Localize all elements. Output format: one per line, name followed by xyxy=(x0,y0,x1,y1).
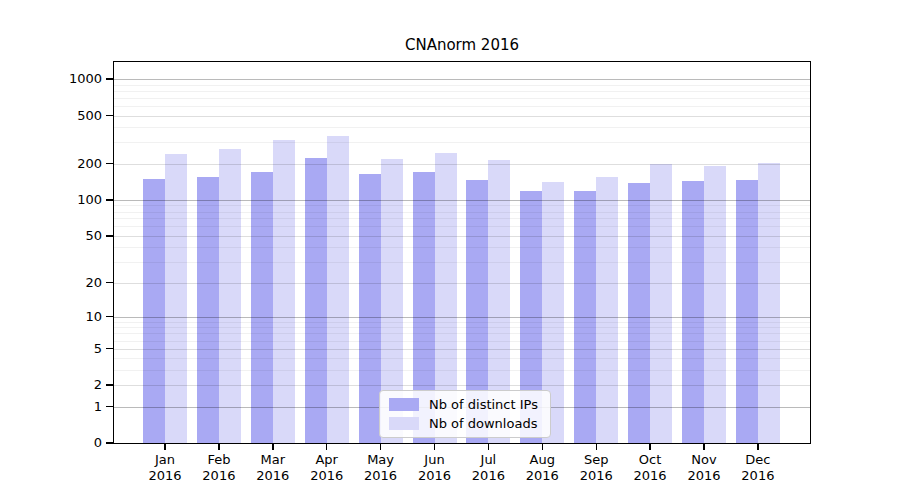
bar-feb-distinct-ips xyxy=(197,177,219,443)
bar-nov-downloads xyxy=(704,166,726,443)
y-tick-label-500: 500 xyxy=(77,108,102,124)
legend: Nb of distinct IPs Nb of downloads xyxy=(379,390,551,438)
y-tick-mark-2 xyxy=(106,384,113,386)
gridline-9 xyxy=(114,322,810,323)
x-tick-mark-apr xyxy=(326,444,328,450)
gridline-900 xyxy=(114,85,810,86)
gridline-50 xyxy=(114,236,810,237)
y-axis-labels: 0 1 2 5 10 20 50 100 200 500 1000 xyxy=(0,0,102,500)
gridline-6 xyxy=(114,341,810,342)
x-tick-mark-aug xyxy=(542,444,544,450)
y-tick-mark-50 xyxy=(106,235,113,237)
x-tick-mark-mar xyxy=(272,444,274,450)
legend-label-downloads: Nb of downloads xyxy=(429,416,537,431)
bar-nov-distinct-ips xyxy=(682,181,704,443)
gridline-3 xyxy=(114,370,810,371)
y-tick-label-2: 2 xyxy=(94,377,102,393)
x-tick-mark-jan xyxy=(164,444,166,450)
gridline-30 xyxy=(114,262,810,263)
gridline-20 xyxy=(114,283,810,284)
gridline-70 xyxy=(114,218,810,219)
gridline-2 xyxy=(114,385,810,386)
y-tick-label-5: 5 xyxy=(94,341,102,357)
gridline-60 xyxy=(114,226,810,227)
bar-jan-downloads xyxy=(165,154,187,443)
legend-row-distinct-ips: Nb of distinct IPs xyxy=(389,397,538,412)
y-tick-label-0: 0 xyxy=(94,435,102,451)
x-tick-mark-jul xyxy=(488,444,490,450)
gridline-300 xyxy=(114,142,810,143)
bar-apr-downloads xyxy=(327,136,349,443)
x-tick-mark-dec xyxy=(757,444,759,450)
x-tick-mark-may xyxy=(380,444,382,450)
legend-swatch-distinct-ips xyxy=(389,398,419,411)
bar-apr-distinct-ips xyxy=(305,158,327,443)
y-tick-mark-100 xyxy=(106,199,113,201)
y-tick-mark-20 xyxy=(106,282,113,284)
y-tick-mark-500 xyxy=(106,115,113,117)
gridline-10 xyxy=(114,317,810,318)
y-tick-mark-0 xyxy=(106,442,113,444)
y-tick-mark-1 xyxy=(106,406,113,408)
gridline-100 xyxy=(114,200,810,201)
plot-area xyxy=(113,61,811,444)
chart-title: CNAnorm 2016 xyxy=(113,36,811,54)
gridline-1000 xyxy=(114,79,810,80)
gridline-80 xyxy=(114,212,810,213)
bar-mar-downloads xyxy=(273,140,295,443)
x-tick-mark-sep xyxy=(596,444,598,450)
y-tick-mark-10 xyxy=(106,316,113,318)
gridline-8 xyxy=(114,327,810,328)
bar-oct-distinct-ips xyxy=(628,183,650,443)
bar-may-distinct-ips xyxy=(359,174,381,443)
gridline-40 xyxy=(114,247,810,248)
y-tick-label-1: 1 xyxy=(94,399,102,415)
x-tick-mark-oct xyxy=(649,444,651,450)
y-tick-mark-1000 xyxy=(106,78,113,80)
y-tick-label-200: 200 xyxy=(77,156,102,172)
y-tick-label-20: 20 xyxy=(85,275,102,291)
y-tick-label-1000: 1000 xyxy=(69,71,102,87)
gridline-4 xyxy=(114,358,810,359)
gridline-200 xyxy=(114,164,810,165)
gridline-90 xyxy=(114,205,810,206)
gridline-7 xyxy=(114,333,810,334)
x-tick-mark-feb xyxy=(218,444,220,450)
x-tick-mark-nov xyxy=(703,444,705,450)
y-tick-mark-200 xyxy=(106,163,113,165)
legend-row-downloads: Nb of downloads xyxy=(389,416,538,431)
bar-sep-downloads xyxy=(596,177,618,443)
x-tick-label-dec: Dec2016 xyxy=(726,452,790,484)
y-tick-label-10: 10 xyxy=(85,309,102,325)
legend-swatch-downloads xyxy=(389,417,419,430)
y-tick-mark-5 xyxy=(106,348,113,350)
gridline-5 xyxy=(114,349,810,350)
gridline-600 xyxy=(114,106,810,107)
figure: CNAnorm 2016 01251020501002005001000 Jan… xyxy=(0,0,900,500)
gridline-700 xyxy=(114,98,810,99)
y-tick-label-50: 50 xyxy=(85,228,102,244)
gridline-500 xyxy=(114,116,810,117)
bar-feb-downloads xyxy=(219,149,241,443)
legend-label-distinct-ips: Nb of distinct IPs xyxy=(429,397,538,412)
x-tick-mark-jun xyxy=(434,444,436,450)
y-tick-label-100: 100 xyxy=(77,192,102,208)
gridline-400 xyxy=(114,127,810,128)
gridline-800 xyxy=(114,91,810,92)
